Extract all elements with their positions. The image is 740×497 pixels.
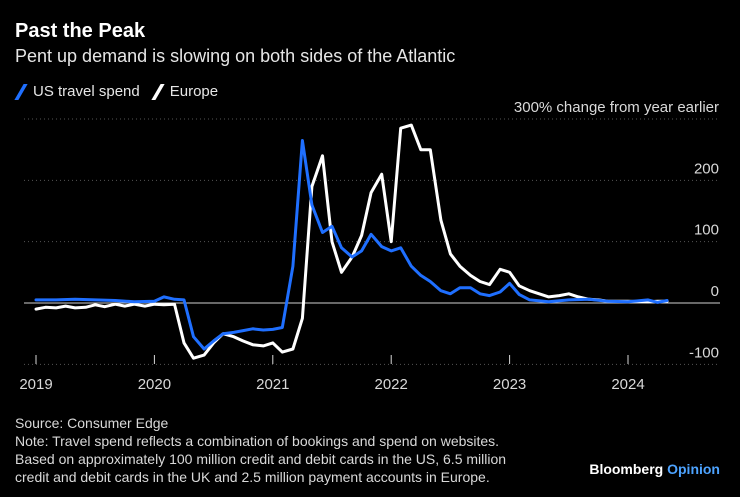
x-tick-label-2020: 2020 — [138, 376, 171, 393]
legend: US travel spend Europe — [14, 83, 230, 100]
y-tick-label--100: -100 — [689, 344, 719, 361]
legend-item-europe: Europe — [151, 83, 219, 100]
x-tick-label-2019: 2019 — [19, 376, 52, 393]
legend-item-us: US travel spend — [14, 83, 140, 100]
y-tick-label-200: 200 — [694, 160, 719, 177]
x-tick-label-2021: 2021 — [256, 376, 289, 393]
note-line-1: Note: Travel spend reflects a combinatio… — [15, 433, 500, 449]
brand-name: Bloomberg — [589, 461, 664, 477]
source-text: Source: Consumer Edge — [15, 415, 169, 431]
brand-logo: Bloomberg Opinion — [589, 461, 720, 477]
note-line-3: credit and debit cards in the UK and 2.5… — [15, 469, 490, 485]
chart-subtitle: Pent up demand is slowing on both sides … — [15, 46, 456, 66]
y-tick-label-100: 100 — [694, 222, 719, 239]
series-line-us-travel-spend — [34, 139, 669, 351]
legend-label-europe: Europe — [169, 83, 219, 100]
series-line-europe — [34, 123, 669, 360]
legend-label-us: US travel spend — [33, 83, 140, 100]
x-tick-label-2023: 2023 — [493, 376, 526, 393]
note-line-2: Based on approximately 100 million credi… — [15, 451, 507, 467]
chart-title: Past the Peak — [15, 20, 146, 42]
y-tick-label-top-with-unit: 300% change from year earlier — [514, 99, 719, 116]
footer: Source: Consumer Edge Note: Travel spend… — [15, 414, 506, 486]
y-tick-label-0: 0 — [711, 283, 719, 300]
x-tick-label-2024: 2024 — [611, 376, 644, 393]
brand-accent: Opinion — [667, 461, 720, 477]
line-chart: 300% change from year earlier 200 100 0 -100… — [19, 99, 720, 393]
x-tick-label-2022: 2022 — [375, 376, 408, 393]
